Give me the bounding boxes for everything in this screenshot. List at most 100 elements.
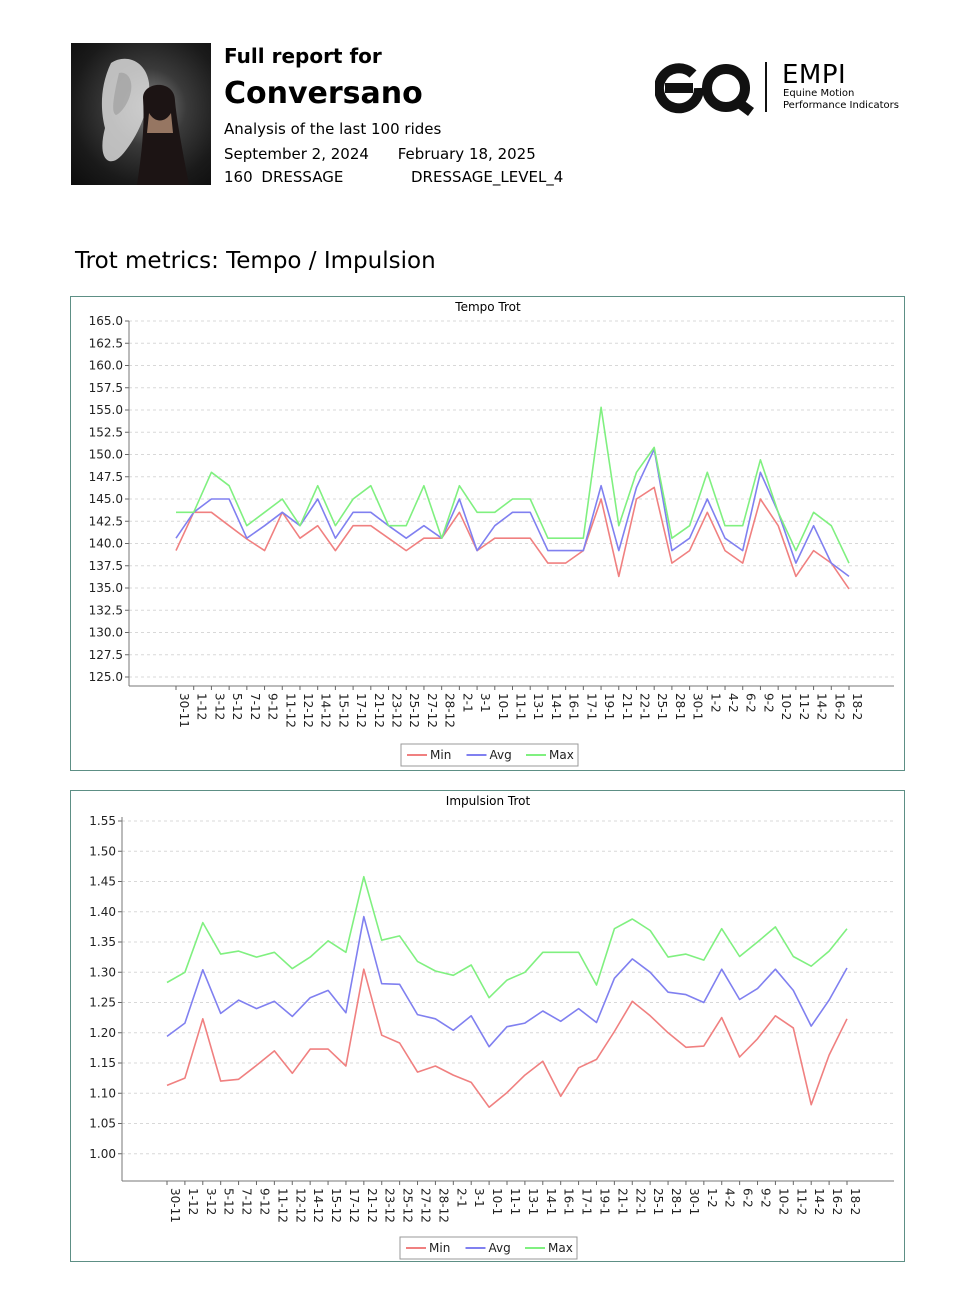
x-tick-label: 9-12 [266, 693, 280, 720]
series-line-max [176, 406, 850, 564]
x-tick-label: 9-12 [257, 1188, 271, 1215]
x-tick-label: 16-2 [830, 1188, 844, 1215]
x-tick-label: 7-12 [248, 693, 262, 720]
date-to: February 18, 2025 [397, 145, 536, 163]
x-tick-label: 1-12 [195, 693, 209, 720]
empi-subtitle-line2: Performance Indicators [783, 100, 899, 111]
x-tick-label: 9-2 [759, 1188, 773, 1208]
x-tick-label: 28-1 [673, 693, 687, 720]
x-tick-label: 21-1 [620, 693, 634, 720]
x-tick-label: 22-1 [633, 1188, 647, 1215]
x-tick-label: 3-12 [204, 1188, 218, 1215]
y-tick-label: 155.0 [89, 403, 123, 417]
legend-label-avg: Avg [490, 748, 512, 762]
y-tick-label: 140.0 [89, 537, 123, 551]
y-tick-label: 145.0 [89, 492, 123, 506]
x-tick-label: 1-2 [705, 1188, 719, 1208]
y-tick-label: 1.25 [89, 996, 116, 1010]
y-tick-label: 1.30 [89, 965, 116, 979]
analysis-label: Analysis of the last 100 rides [224, 120, 442, 138]
y-tick-label: 135.0 [89, 581, 123, 595]
x-tick-label: 18-2 [848, 1188, 862, 1215]
date-range: September 2, 2024 February 18, 2025 [224, 145, 536, 163]
date-from: September 2, 2024 [224, 145, 369, 163]
series-line-min [175, 486, 850, 590]
x-tick-label: 11-12 [275, 1188, 289, 1223]
chart-legend: Min Avg Max [399, 1236, 578, 1260]
discipline: DRESSAGE [261, 168, 344, 186]
x-tick-label: 3-12 [212, 693, 226, 720]
series-line-avg [175, 448, 850, 578]
y-tick-label: 1.00 [89, 1147, 116, 1161]
x-tick-label: 17-12 [354, 693, 368, 728]
empi-subtitle-line1: Equine Motion [783, 88, 855, 99]
x-tick-label: 6-2 [744, 693, 758, 713]
x-tick-label: 25-1 [655, 693, 669, 720]
x-tick-label: 6-2 [741, 1188, 755, 1208]
legend-label-max: Max [548, 1241, 573, 1255]
empi-subtitle: Equine Motion Performance Indicators [783, 88, 899, 112]
x-tick-label: 4-2 [726, 693, 740, 713]
legend-frame [400, 743, 579, 767]
x-tick-label: 14-2 [815, 693, 829, 720]
y-tick-label: 160.0 [89, 359, 123, 373]
x-tick-label: 7-12 [240, 1188, 254, 1215]
x-tick-label: 12-12 [293, 1188, 307, 1223]
x-tick-label: 21-1 [615, 1188, 629, 1215]
y-tick-label: 1.40 [89, 905, 116, 919]
x-tick-label: 30-11 [168, 1188, 182, 1223]
x-tick-label: 2-1 [460, 693, 474, 713]
x-tick-label: 19-1 [602, 693, 616, 720]
x-tick-label: 1-2 [708, 693, 722, 713]
impulsion-trot-chart-svg: Impulsion Trot 1.55 1.50 1.45 1.40 1.35 1.30 1.… [89, 794, 894, 1260]
chart-title: Impulsion Trot [446, 794, 531, 808]
x-tick-label: 30-1 [691, 693, 705, 720]
x-tick-label: 5-12 [222, 1188, 236, 1215]
y-tick-label: 127.5 [89, 648, 123, 662]
series-line-min [166, 968, 848, 1109]
x-tick-label: 3-1 [472, 1188, 486, 1208]
y-tick-label: 1.10 [89, 1086, 116, 1100]
series-line-avg [166, 915, 848, 1048]
x-tick-label: 19-1 [597, 1188, 611, 1215]
x-tick-label: 16-1 [562, 1188, 576, 1215]
y-tick-label: 1.55 [89, 814, 116, 828]
x-tick-label: 10-1 [490, 1188, 504, 1215]
x-tick-label: 25-12 [407, 693, 421, 728]
x-tick-label: 15-12 [329, 1188, 343, 1223]
series-line-max [166, 875, 848, 999]
tempo-trot-chart: Tempo Trot 165.0 162.5 160.0 157.5 155.0 152.5… [70, 296, 905, 771]
y-tick-label: 150.0 [89, 448, 123, 462]
y-tick-label: 165.0 [89, 314, 123, 328]
x-tick-label: 18-2 [850, 693, 864, 720]
x-tick-label: 16-1 [567, 693, 581, 720]
x-tick-label: 11-2 [794, 1188, 808, 1215]
impulsion-trot-chart: Impulsion Trot 1.55 1.50 1.45 1.40 1.35 1.30 1.… [70, 790, 905, 1262]
ride-count: 160 [224, 168, 253, 186]
y-tick-label: 147.5 [89, 470, 123, 484]
x-tick-label: 10-2 [779, 693, 793, 720]
x-tick-label: 10-2 [776, 1188, 790, 1215]
x-tick-label: 2-1 [454, 1188, 468, 1208]
x-tick-label: 13-1 [526, 1188, 540, 1215]
x-tick-label: 11-1 [508, 1188, 522, 1215]
x-tick-label: 17-12 [347, 1188, 361, 1223]
report-heading: Full report for [224, 44, 382, 68]
legend-frame [399, 1236, 578, 1260]
horse-name: Conversano [224, 76, 423, 111]
x-tick-label: 28-12 [443, 693, 457, 728]
y-tick-label: 1.35 [89, 935, 116, 949]
x-tick-label: 16-2 [832, 693, 846, 720]
chart-legend: Min Avg Max [400, 743, 579, 767]
x-tick-label: 3-1 [478, 693, 492, 713]
horse-rider-photo [71, 43, 211, 185]
legend-label-min: Min [429, 1241, 450, 1255]
x-tick-label: 1-12 [186, 1188, 200, 1215]
x-tick-label: 4-2 [723, 1188, 737, 1208]
y-tick-label: 132.5 [89, 603, 123, 617]
y-tick-label: 137.5 [89, 559, 123, 573]
x-tick-label: 23-12 [383, 1188, 397, 1223]
y-tick-label: 152.5 [89, 425, 123, 439]
x-tick-label: 17-1 [584, 693, 598, 720]
x-tick-label: 14-12 [311, 1188, 325, 1223]
